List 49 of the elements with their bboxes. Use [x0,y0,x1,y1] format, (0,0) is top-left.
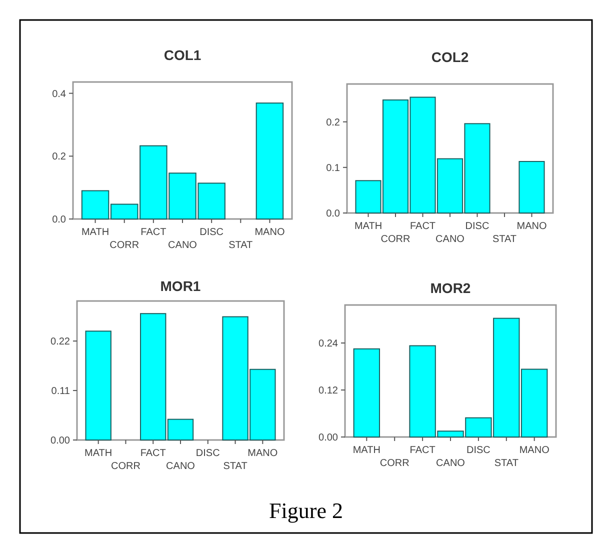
y-tick-label: 0.1 [326,162,340,174]
x-tick-label: CORR [380,458,410,469]
x-tick-label: DISC [196,448,220,459]
x-tick-label: CANO [168,240,198,251]
bar [518,160,545,214]
y-tick-label: 0.0 [52,214,66,226]
x-tick-label: CORR [380,234,410,245]
x-tick-label: DISC [466,445,490,456]
x-tick-label: MANO [516,221,547,232]
x-tick-label: MATH [81,227,110,238]
bar [85,330,112,440]
caption: Figure 2 [269,498,343,523]
y-tick-label: 0.00 [318,432,338,444]
x-tick-label: MANO [519,445,550,456]
x-tick-label: MANO [254,227,285,238]
y-tick-label: 0.00 [50,436,70,446]
y-tick-label: 0.2 [326,117,340,128]
y-tick-label: 0.12 [318,385,338,396]
y-tick-label: 0.2 [52,152,66,163]
chart-title: COL2 [431,49,469,65]
bar [353,348,380,438]
x-tick-label: CORR [111,461,140,472]
x-tick-label: DISC [465,221,490,232]
chart-title: MOR2 [430,280,471,296]
y-tick-label: 0.4 [52,88,66,100]
x-tick-label: CANO [436,458,466,469]
x-tick-label: MATH [84,448,112,459]
chart-title: COL1 [164,47,202,63]
x-tick-label: STAT [228,240,253,251]
bar [256,102,284,220]
x-tick-label: CORR [110,240,140,251]
chart-title: MOR1 [160,278,201,294]
x-tick-label: STAT [492,234,517,245]
y-tick-label: 0.11 [51,386,70,398]
x-tick-label: DISC [200,227,224,238]
y-tick-label: 0.22 [50,336,70,348]
x-tick-label: MATH [354,221,382,232]
x-tick-label: FACT [410,445,436,456]
x-tick-label: CANO [166,461,196,472]
y-tick-label: 0.24 [318,338,338,350]
x-tick-label: FACT [140,227,166,238]
x-tick-label: FACT [140,448,166,459]
x-tick-label: MATH [352,445,380,456]
y-tick-label: 0.0 [326,208,340,220]
x-tick-label: MANO [248,448,278,459]
x-tick-label: STAT [494,458,518,469]
x-tick-label: FACT [410,221,436,232]
x-tick-label: STAT [223,461,248,472]
x-tick-label: CANO [436,234,465,245]
